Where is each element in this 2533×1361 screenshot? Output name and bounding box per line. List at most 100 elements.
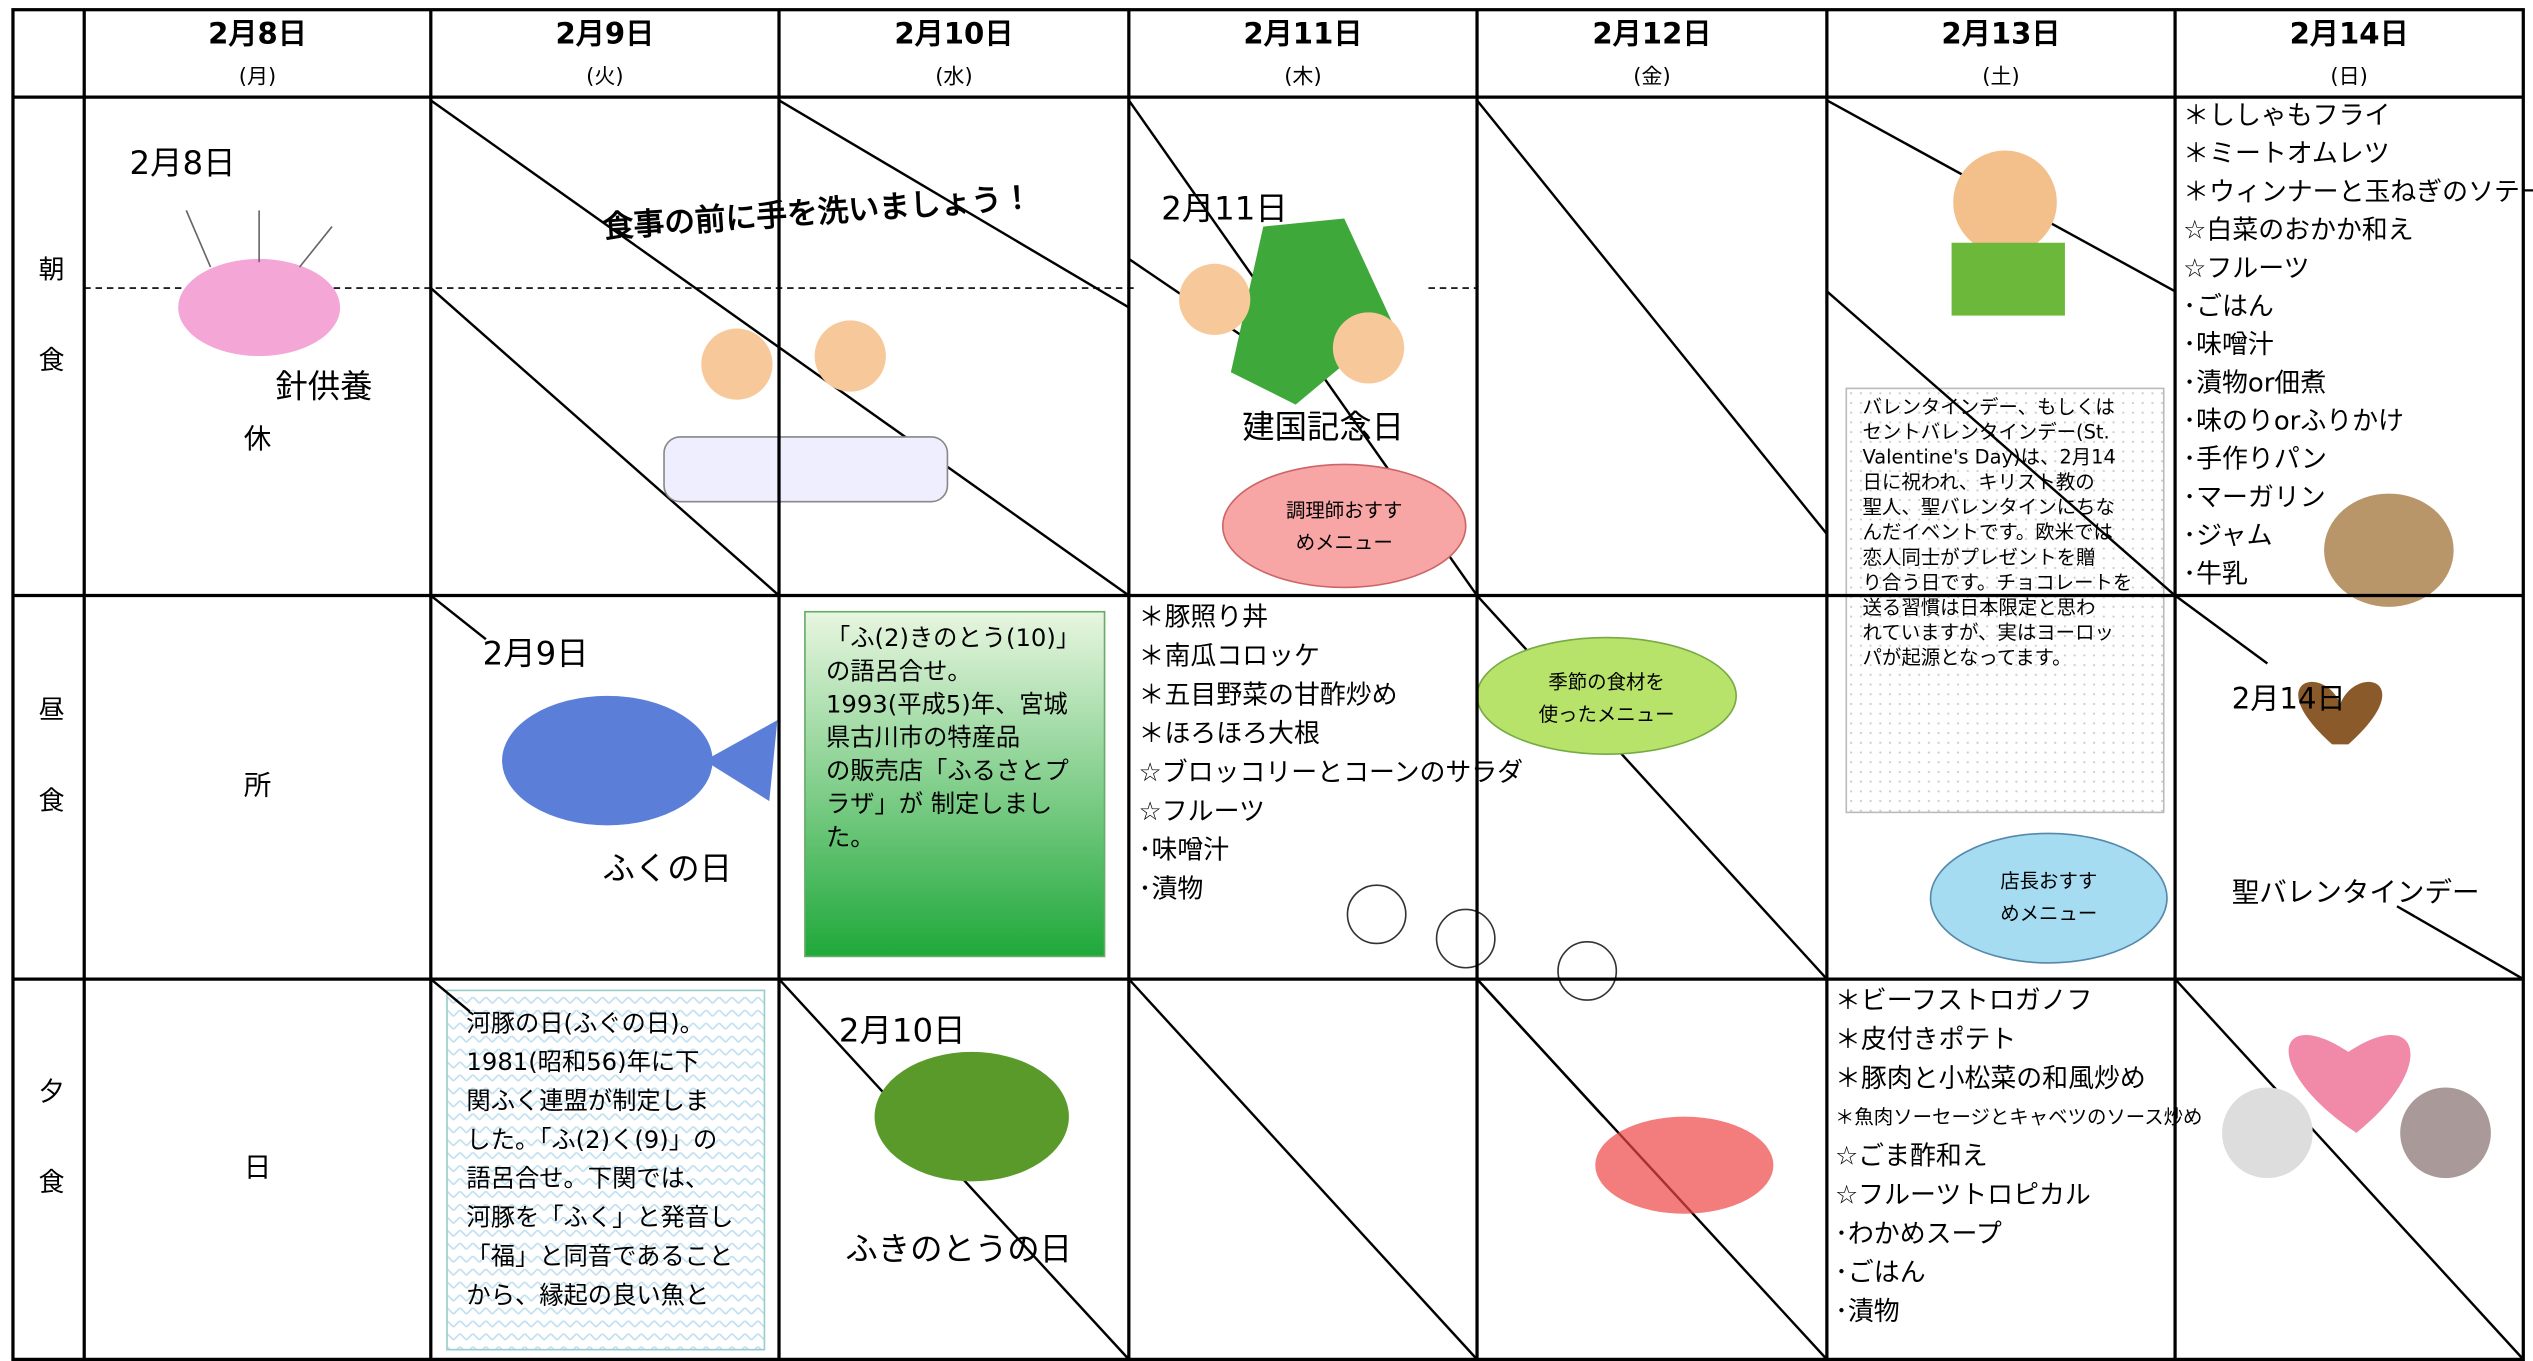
menu-item: ･漬物	[1139, 875, 1204, 905]
chocolate	[2298, 681, 2383, 745]
date-label: 2月8日	[130, 144, 236, 182]
fish	[502, 695, 713, 826]
menu-item: ☆フルーツ	[1139, 797, 1265, 827]
menu-item: ＊豚照り丼	[1139, 603, 1269, 633]
closed-label: 所	[244, 770, 272, 802]
menu-item: ･味噌汁	[2183, 330, 2274, 360]
weekday: (木)	[1284, 64, 1321, 89]
menu-item: ･漬物	[1835, 1297, 1900, 1327]
menu-item: ･ごはん	[1835, 1258, 1926, 1288]
callout-text: 店長おすす	[2000, 869, 2097, 892]
callout-text: 使ったメニュー	[1539, 703, 1675, 726]
menu-item: ＊南瓜コロッケ	[1139, 642, 1320, 672]
note-line: Valentine's Day)は、2月14	[1863, 445, 2116, 468]
menu-item: ･味噌汁	[1139, 836, 1230, 866]
note-box	[446, 989, 766, 1351]
note-line: パが起源となってます。	[1863, 646, 2072, 669]
day-date: 2月11日	[1243, 17, 1362, 51]
menu-item: ＊ビーフストロガノフ	[1835, 986, 2092, 1016]
note-line: 語呂合せ。下関では、	[466, 1164, 709, 1193]
menu-item: ･漬物or佃煮	[2183, 368, 2326, 398]
callout-text: 季節の食材を	[1548, 670, 1664, 693]
date-label: 2月9日	[483, 634, 589, 672]
callout	[1476, 636, 1737, 755]
note-line: 日に祝われ、キリスト教の	[1863, 471, 2095, 494]
day-date: 2月12日	[1592, 17, 1711, 51]
note-line: 聖人、聖バレンタインにちな	[1863, 496, 2115, 519]
callout-text: 調理師おすす	[1286, 499, 1402, 522]
event-label: ふきのとうの日	[845, 1230, 1072, 1268]
menu-item: ･マーガリン	[2183, 483, 2325, 513]
decor	[11, 8, 2525, 1361]
menu-item: ･牛乳	[2183, 559, 2248, 589]
day-date: 2月14日	[2290, 17, 2409, 51]
table	[1595, 1116, 1774, 1214]
note-line: れていますが、実はヨーロッ	[1863, 621, 2114, 644]
meal-label: 夕食	[34, 1078, 64, 1259]
note-line: り合う日です。チョコレートを	[1863, 571, 2133, 594]
menu-item: ＊魚肉ソーセージとキャベツのソース炒め	[1835, 1106, 2203, 1129]
child	[701, 328, 773, 400]
weekday: (金)	[1633, 64, 1670, 89]
menu-item: ☆フルーツトロピカル	[1835, 1180, 2091, 1210]
menu-item: ＊ほろほろ大根	[1139, 719, 1320, 749]
heart	[2288, 1034, 2411, 1133]
note-box	[804, 610, 1106, 958]
note-line: 河豚を「ふく」と発音し	[466, 1203, 733, 1232]
note-line: 1993(平成5)年、宮城	[826, 690, 1068, 719]
day-date: 2月9日	[555, 17, 654, 51]
sink	[663, 436, 949, 503]
menu-item: ･味のりorふりかけ	[2183, 407, 2404, 437]
menu-item: ･ごはん	[2183, 292, 2274, 322]
note-line: 送る習慣は日本限定と思わ	[1863, 596, 2096, 619]
closed-label: 休	[244, 423, 272, 455]
menu-item: ＊ミートオムレツ	[2183, 139, 2389, 169]
weekday: (水)	[935, 64, 972, 89]
menu-item: ･手作りパン	[2183, 445, 2327, 475]
note-line: 河豚の日(ふぐの日)。	[466, 1008, 703, 1037]
callout-text: めメニュー	[1296, 531, 1393, 554]
callout	[1929, 832, 2168, 964]
menu-item: ＊五目野菜の甘酢炒め	[1139, 680, 1398, 710]
weekday: (月)	[239, 64, 276, 89]
child	[814, 320, 886, 392]
menu-item: ･わかめスープ	[1835, 1219, 2002, 1249]
weekday: (火)	[586, 64, 623, 89]
callout	[1221, 463, 1467, 589]
menu-item: ･ジャム	[2183, 521, 2272, 551]
note-line: 恋人同士がプレゼントを贈	[1863, 546, 2096, 569]
menu-item: ☆白菜のおかか和え	[2183, 216, 2413, 246]
pincushion	[178, 258, 341, 357]
note-line: の販売店「ふるさとプ	[826, 756, 1069, 785]
event-label: 針供養	[275, 367, 372, 405]
day-date: 2月8日	[208, 17, 307, 51]
note-line: セントバレンタインデー(St.	[1863, 420, 2110, 443]
note-line: 県古川市の特産品	[826, 723, 1020, 752]
menu-item: ＊豚肉と小松菜の和風炒め	[1835, 1064, 2146, 1094]
weekday: (土)	[1982, 64, 2019, 89]
note-line: バレンタインデー、もしくは	[1863, 395, 2115, 418]
note-line: ラザ」が 制定しまし	[826, 789, 1052, 818]
note-line: から、縁起の良い魚と	[466, 1280, 709, 1309]
menu-item: ☆フルーツ	[2183, 254, 2309, 284]
menu-item: ☆ブロッコリーとコーンのサラダ	[1139, 758, 1524, 788]
table-grid	[11, 8, 2525, 1361]
note-box	[1845, 387, 2165, 814]
skier	[2324, 493, 2454, 607]
weekday: (日)	[2330, 64, 2367, 89]
date-label: 2月14日	[2232, 682, 2346, 716]
day-date: 2月10日	[894, 17, 1013, 51]
event-label: 聖バレンタインデー	[2232, 876, 2480, 908]
note-line: の語呂合せ。	[826, 656, 972, 685]
meal-label: 朝食	[34, 255, 64, 436]
day-date: 2月13日	[1941, 17, 2060, 51]
menu-item: ＊ししゃもフライ	[2183, 101, 2390, 131]
note-line: 「ふ(2)きのとう(10)」	[826, 623, 1080, 652]
note-line: 「福」と同音であること	[466, 1241, 733, 1270]
note-line: た。	[826, 822, 875, 851]
fukinoto	[874, 1051, 1069, 1182]
japan-map	[1230, 218, 1393, 405]
child	[1953, 150, 2057, 255]
closed-label: 日	[244, 1151, 272, 1183]
